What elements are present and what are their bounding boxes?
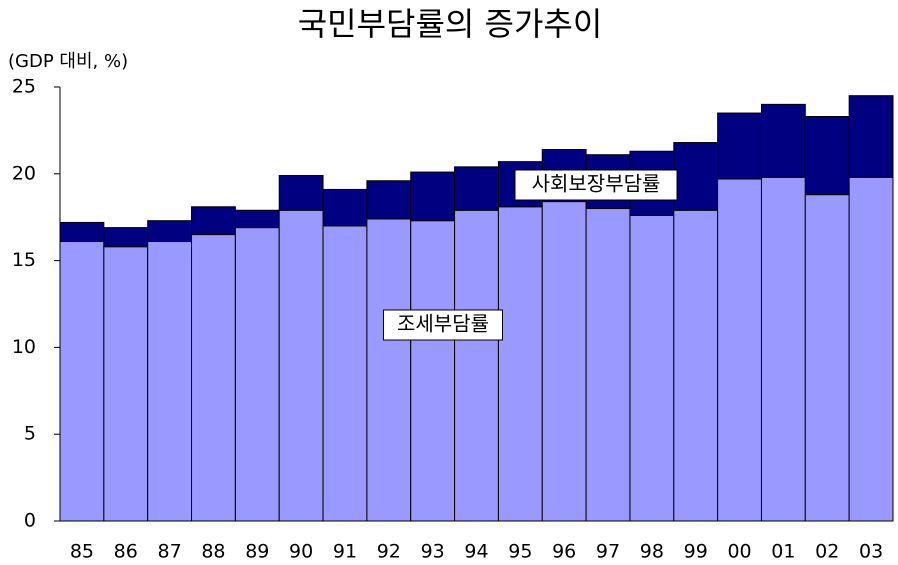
legend-box [383,309,503,341]
bar-segment [410,171,456,222]
bar-segment [585,208,631,522]
legend-label: 조세부담률 [397,312,489,336]
bar-segment [147,220,193,243]
bar-segment [234,209,280,229]
x-tick-label: 97 [596,541,620,563]
bar-segment [717,112,762,180]
y-tick-label: 5 [24,423,36,445]
chart-title: 국민부담률의 증가추이 [298,5,603,43]
bar-segment [717,178,762,522]
x-tick-label: 91 [333,541,357,563]
bar-segment [103,227,149,248]
bar-segment [191,234,236,522]
bar-segment [673,209,719,522]
bar-segment [454,166,499,211]
x-tick-label: 95 [508,541,532,563]
bar-segment [454,209,499,522]
bar-segment [497,206,543,522]
bar-segment [278,175,324,211]
y-tick-label: 10 [12,336,36,358]
x-tick-label: 93 [421,541,445,563]
bar-segment [234,227,280,522]
x-tick-label: 98 [640,541,664,563]
bar-segment [322,188,368,227]
bar-segment [366,180,412,220]
x-tick-label: 94 [464,541,488,563]
x-tick-label: 01 [771,541,795,563]
x-tick-label: 89 [245,541,269,563]
y-tick-label: 15 [12,249,36,271]
bar-segment [366,218,412,522]
bar-segment [191,206,236,236]
x-tick-label: 02 [815,541,839,563]
x-tick-label: 92 [377,541,401,563]
bar-segment [103,246,149,522]
bar-segment [804,116,850,196]
bar-segment [673,142,719,211]
y-tick-label: 0 [24,510,36,532]
x-tick-label: 85 [70,541,94,563]
bar-segment [59,241,105,522]
bar-segment [848,95,894,178]
bar-segment [760,103,806,178]
bar-segment [147,241,193,522]
legend-box [514,169,678,201]
bar-segment [541,201,587,522]
x-tick-label: 99 [684,541,708,563]
y-axis-label: (GDP 대비, %) [8,51,128,72]
bar-segment [410,220,456,522]
x-tick-label: 03 [859,541,883,563]
bar-segment [848,176,894,522]
x-tick-label: 87 [158,541,182,563]
y-tick-label: 25 [12,76,36,98]
x-tick-label: 86 [114,541,138,563]
bar-segment [804,194,850,522]
x-tick-label: 96 [552,541,576,563]
x-tick-label: 88 [201,541,225,563]
y-tick-label: 20 [12,162,36,184]
bar-segment [629,214,675,522]
legend-label: 사회보장부담률 [532,172,661,196]
bar-segment [278,209,324,522]
bar-segment [59,221,105,243]
x-tick-label: 00 [727,541,751,563]
bar-segment [760,176,806,522]
x-tick-label: 90 [289,541,313,563]
bar-segment [322,225,368,522]
